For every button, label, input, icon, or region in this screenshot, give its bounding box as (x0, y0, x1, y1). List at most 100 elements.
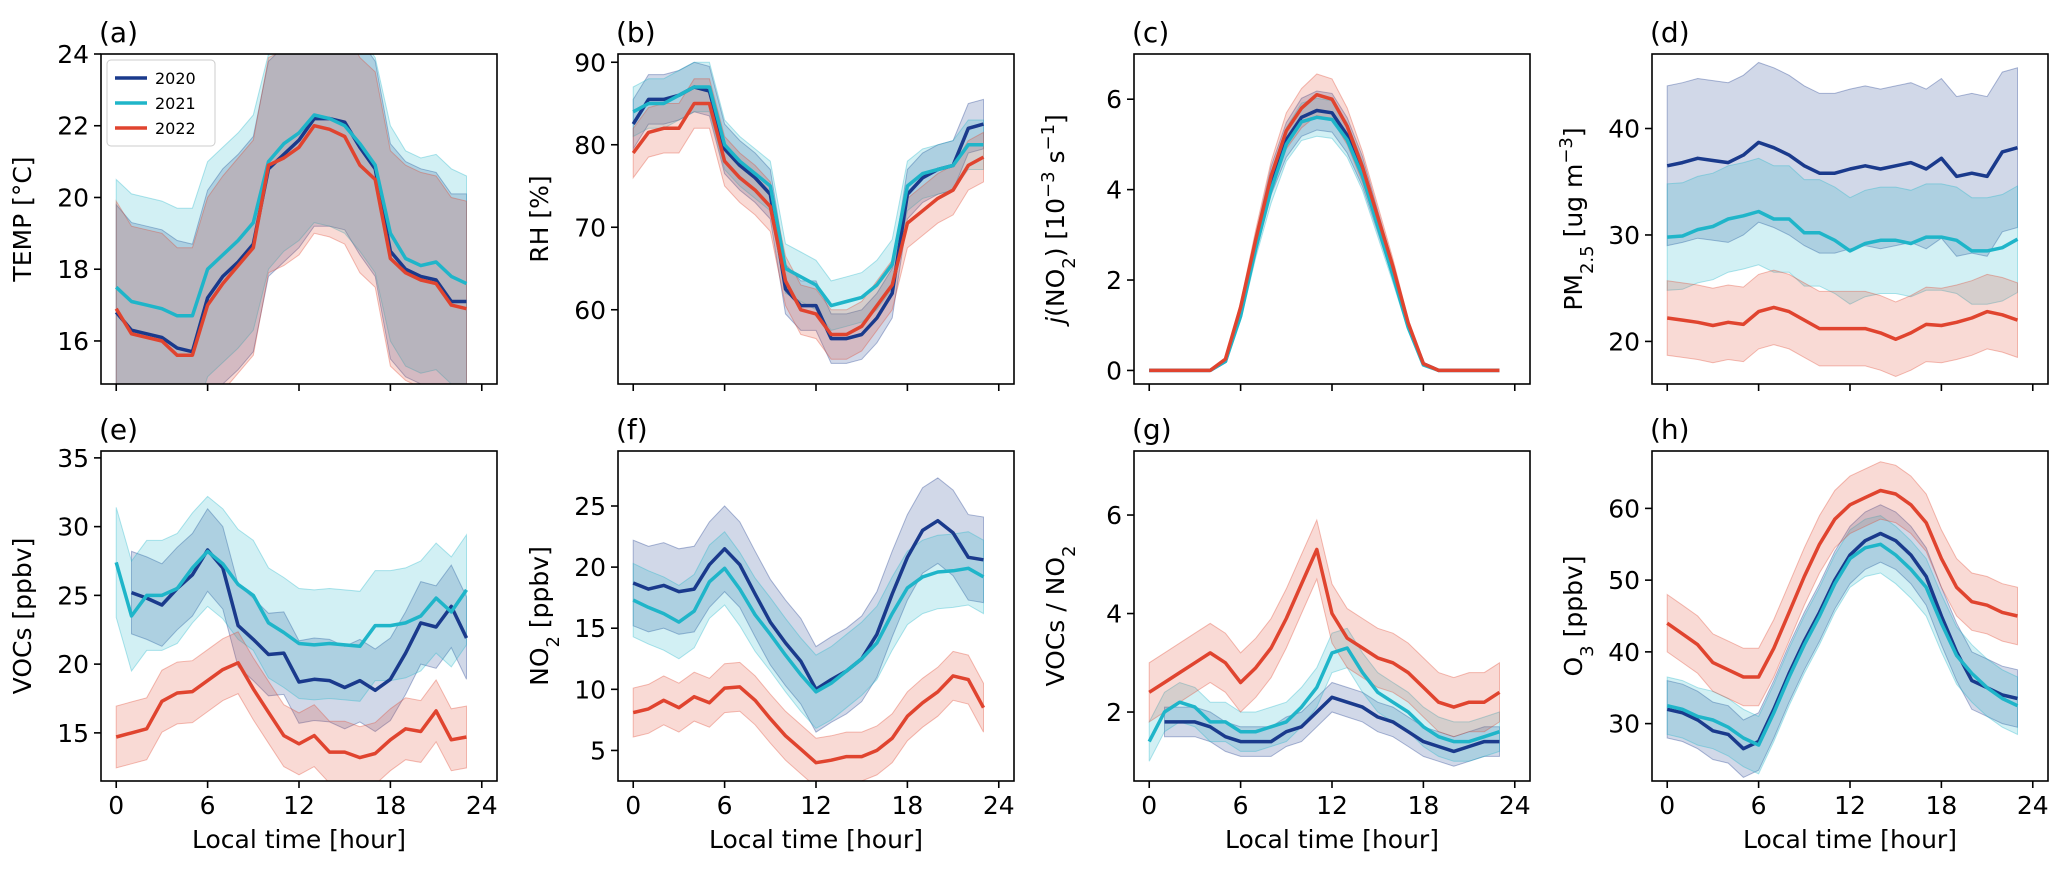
plot-area-b (631, 61, 985, 364)
panel-b: 60 70 80 90 (b) RH [%] (525, 16, 1015, 391)
ytick-label-h: 30 (1608, 710, 1640, 739)
line-c-2021 (1149, 115, 1500, 373)
ytick-label-d: 40 (1608, 115, 1640, 144)
panel-h: 30 40 50 60 0 6 12 18 24 Local time [hour] (h) O3 [… (1559, 413, 2049, 854)
line-g-2021 (1147, 646, 1501, 744)
line-d-2020 (1666, 140, 2018, 179)
band-b-2022 (632, 78, 984, 360)
ytick-label-c: 0 (1106, 356, 1122, 385)
line-f-2021 (632, 566, 985, 694)
panel-label-e: (e) (99, 413, 138, 446)
plot-area-h (1666, 461, 2019, 778)
ytick-label-a: 22 (57, 112, 89, 141)
band-d-2021 (1666, 157, 2018, 305)
ylabel-e: VOCs [ppbv] (8, 538, 37, 695)
panel-label-d: (d) (1650, 16, 1690, 49)
ytick-label-c: 6 (1106, 85, 1122, 114)
xtick-label-e: 6 (200, 791, 216, 820)
band-e-2021 (115, 495, 467, 702)
panel-f: 5 10 15 20 25 0 6 12 18 24 Local time [hour] (f) NO2… (525, 413, 1015, 854)
ytick-label-b: 90 (574, 48, 606, 77)
line-c-2020 (1149, 108, 1500, 373)
line-g-2022 (1148, 547, 1501, 709)
xtick-label-f: 6 (717, 791, 733, 820)
band-f-2020 (632, 477, 984, 733)
xlabel-e: Local time [hour] (192, 825, 406, 854)
ytick-label-g: 6 (1106, 501, 1122, 530)
xtick-label-f: 12 (800, 791, 832, 820)
xtick-label-g: 6 (1233, 791, 1249, 820)
band-h-2020 (1666, 504, 2018, 778)
ytick-label-e: 15 (57, 719, 89, 748)
plot-area-g (1147, 518, 1501, 767)
panel-label-a: (a) (99, 16, 138, 49)
ytick-label-e: 35 (57, 444, 89, 473)
panel-c: 0 2 4 6 (c) j(NO2) [10−3 s−1] (1038, 16, 1531, 391)
plot-area-f (632, 477, 986, 781)
ytick-label-e: 20 (57, 650, 89, 679)
line-f-2020 (632, 518, 984, 692)
line-h-2022 (1666, 488, 2018, 679)
legend-label-2021: 2021 (155, 94, 196, 113)
line-e-2021 (114, 549, 468, 649)
ylabel-a: TEMP [°C] (8, 156, 37, 282)
line-d-2021 (1667, 209, 2019, 253)
xtick-label-g: 24 (1499, 791, 1531, 820)
xtick-label-h: 0 (1659, 791, 1675, 820)
xtick-label-h: 24 (2017, 791, 2049, 820)
line-h-2021 (1666, 542, 2019, 747)
ytick-label-g: 2 (1106, 698, 1122, 727)
band-g-2022 (1148, 518, 1500, 738)
xtick-label-f: 18 (891, 791, 923, 820)
xtick-label-h: 6 (1751, 791, 1767, 820)
legend-box (106, 59, 216, 147)
ytick-label-b: 60 (574, 296, 606, 325)
panel-label-c: (c) (1132, 16, 1169, 49)
plot-area-e (114, 495, 469, 781)
line-a-2021 (115, 113, 468, 318)
ytick-label-f: 20 (574, 553, 606, 582)
ylabel-c: j(NO2) [10−3 s−1] (1038, 114, 1080, 327)
panel-label-h: (h) (1650, 413, 1690, 446)
plot-area-d (1666, 61, 2019, 378)
line-a-2022 (114, 123, 467, 358)
ytick-label-f: 5 (590, 736, 606, 765)
ytick-label-a: 16 (57, 327, 89, 356)
ytick-label-h: 40 (1608, 638, 1640, 667)
line-e-2022 (115, 661, 467, 760)
plot-area-c (1149, 73, 1500, 373)
panel-d: 20 30 40 (d) PM2.5 [ug m−3] (1556, 16, 2049, 391)
panel-label-b: (b) (616, 16, 656, 49)
ytick-label-d: 30 (1608, 221, 1640, 250)
xtick-label-g: 18 (1407, 791, 1439, 820)
xtick-label-h: 12 (1834, 791, 1866, 820)
ytick-label-e: 25 (57, 581, 89, 610)
ytick-label-c: 4 (1106, 176, 1122, 205)
xtick-label-e: 18 (374, 791, 406, 820)
xlabel-f: Local time [hour] (709, 825, 923, 854)
ylabel-h: O3 [ppbv] (1559, 556, 1598, 677)
ytick-label-c: 2 (1106, 266, 1122, 295)
ylabel-g: VOCs / NO2 (1041, 546, 1080, 687)
band-a-2021 (115, 54, 467, 384)
xtick-label-e: 12 (283, 791, 315, 820)
xtick-label-f: 24 (983, 791, 1015, 820)
ylabel-d: PM2.5 [ug m−3] (1556, 127, 1598, 310)
ytick-label-a: 20 (57, 183, 89, 212)
legend-label-2022: 2022 (155, 119, 196, 138)
line-b-2021 (632, 85, 984, 308)
xtick-label-g: 12 (1316, 791, 1348, 820)
ytick-label-a: 18 (57, 255, 89, 284)
plot-area-a (114, 54, 468, 384)
xtick-label-g: 0 (1141, 791, 1157, 820)
band-d-2020 (1666, 61, 2018, 257)
band-f-2022 (632, 650, 984, 781)
ytick-label-h: 60 (1608, 494, 1640, 523)
band-e-2022 (115, 631, 467, 781)
panel-label-g: (g) (1132, 413, 1172, 446)
line-a-2020 (114, 116, 467, 354)
ytick-label-d: 20 (1608, 327, 1640, 356)
